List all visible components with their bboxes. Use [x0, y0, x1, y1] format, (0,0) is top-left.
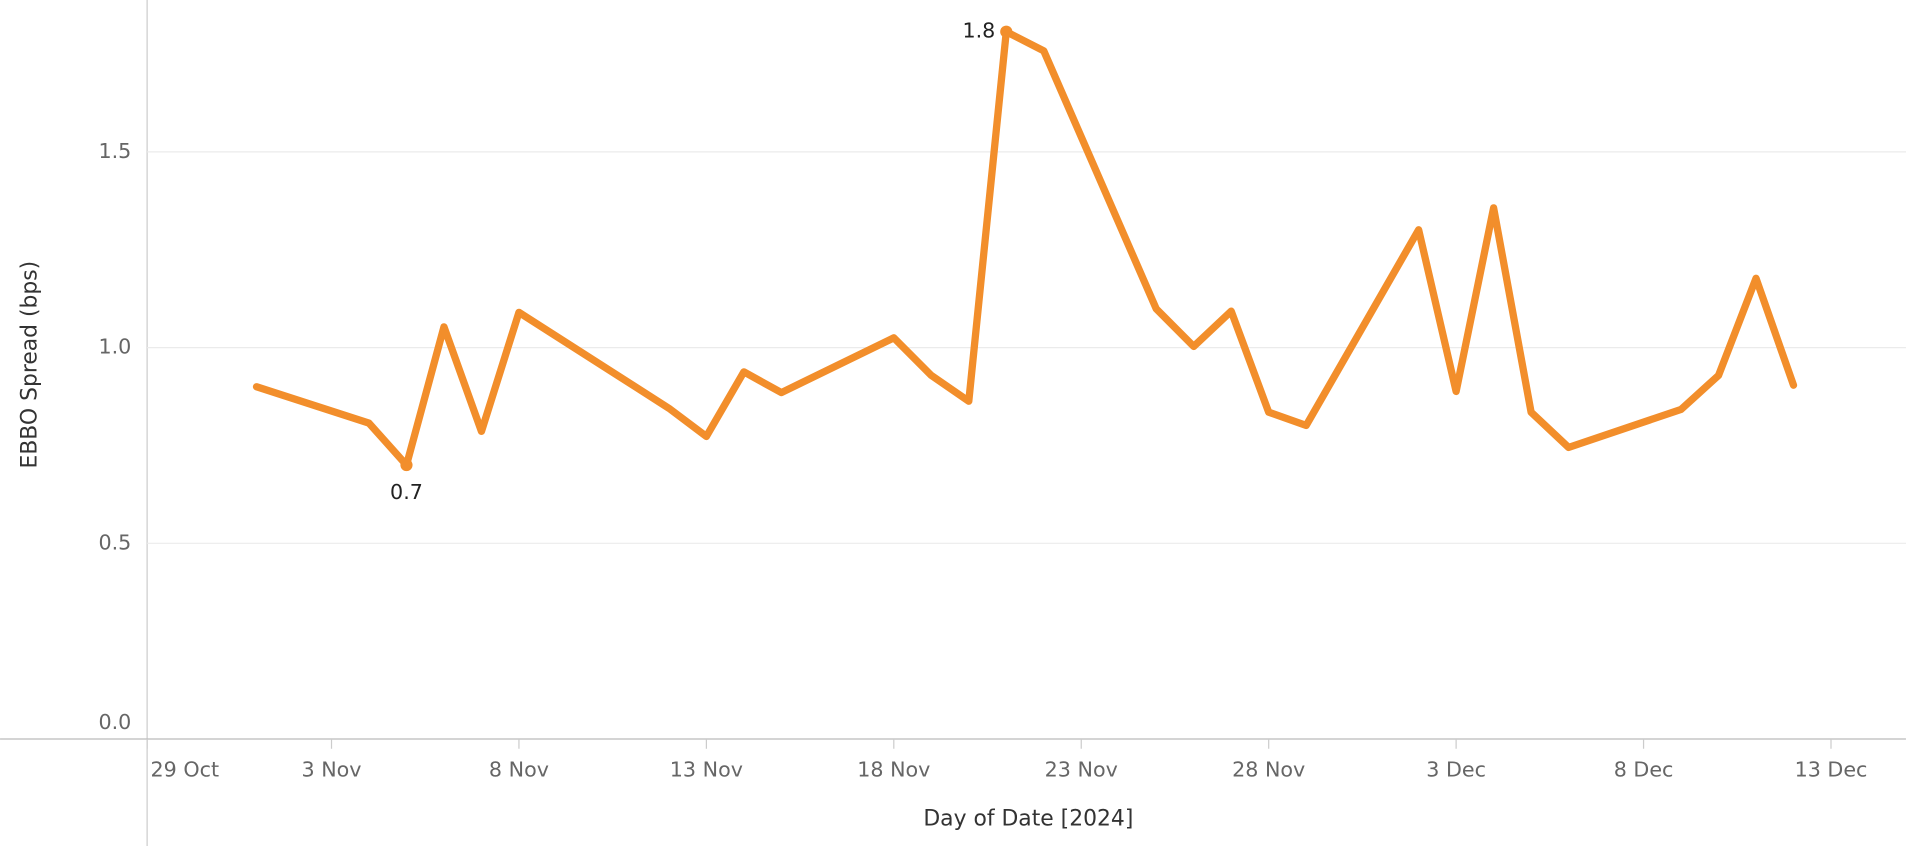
x-tick-label: 3 Dec [1426, 758, 1486, 782]
value-label: 1.8 [962, 19, 995, 43]
y-axis-title: EBBO Spread (bps) [17, 261, 42, 469]
x-tick-label: 3 Nov [301, 758, 361, 782]
x-tick-label: 13 Nov [670, 758, 743, 782]
point [400, 458, 413, 472]
y-tick-label: 0.5 [98, 530, 131, 554]
x-tick-label: 13 Dec [1795, 758, 1868, 782]
point [1000, 25, 1013, 38]
y-tick-label: 1.0 [98, 335, 131, 359]
y-tick-label: 1.5 [98, 139, 131, 163]
x-tick-label: 28 Nov [1232, 758, 1305, 782]
x-tick-label: 8 Dec [1614, 758, 1674, 782]
x-tick-label: 8 Nov [489, 758, 549, 782]
value-label: 0.7 [390, 480, 423, 504]
x-tick-label: 29 Oct [151, 758, 220, 782]
line-series [252, 28, 1798, 469]
x-tick-label: 18 Nov [857, 758, 930, 782]
x-tick-label: 23 Nov [1045, 758, 1118, 782]
x-axis-title: Day of Date [2024] [923, 806, 1133, 831]
y-tick-label: 0.0 [98, 710, 131, 734]
